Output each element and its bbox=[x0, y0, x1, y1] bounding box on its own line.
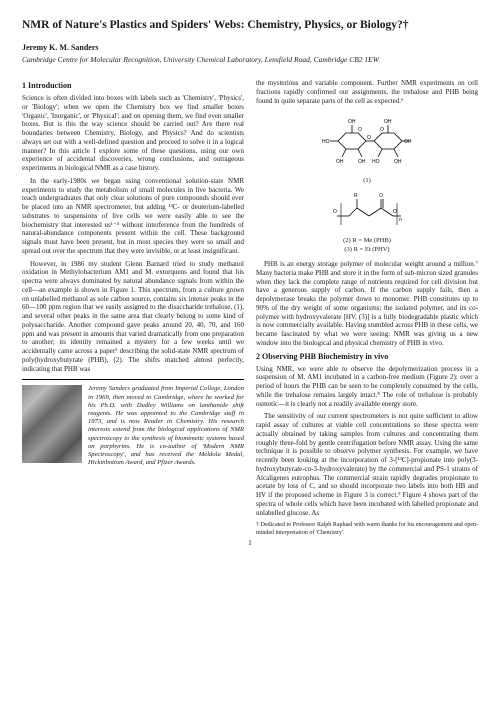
right-column: the mysterious and variable component. F… bbox=[256, 79, 478, 537]
intro-para-1: Science is often divided into boxes with… bbox=[22, 94, 244, 173]
article-title: NMR of Nature's Plastics and Spiders' We… bbox=[22, 18, 478, 33]
svg-text:O: O bbox=[393, 209, 397, 215]
author-bio-box: Jeremy Sanders graduated from Imperial C… bbox=[22, 379, 244, 467]
sec2-para-1: Using NMR, we were able to observe the d… bbox=[256, 365, 478, 409]
intro-para-3: However, in 1986 my student Glenn Barnar… bbox=[22, 260, 244, 374]
chemical-structure-2: R O O O n (2) R = Me (PHB) (3) R = Et (P… bbox=[256, 191, 478, 254]
svg-text:n: n bbox=[399, 217, 402, 223]
sec2-para-2: The sensitivity of our current spectrome… bbox=[256, 412, 478, 517]
author-bio-text: Jeremy Sanders graduated from Imperial C… bbox=[88, 385, 244, 467]
col2-continuation: the mysterious and variable component. F… bbox=[256, 79, 478, 105]
author-affiliation: Cambridge Centre for Molecular Recogniti… bbox=[22, 55, 478, 65]
chemical-structure-1: OH HO OH OH O OH OH HO OH O O (1) bbox=[256, 111, 478, 185]
page-number: 1 bbox=[22, 539, 478, 548]
structure-1-label: (1) bbox=[256, 177, 478, 185]
svg-text:OH: OH bbox=[348, 119, 356, 125]
left-column: 1 Introduction Science is often divided … bbox=[22, 79, 244, 537]
svg-text:O: O bbox=[379, 193, 383, 199]
intro-para-2: In the early-1980s we began using conven… bbox=[22, 177, 244, 256]
two-column-layout: 1 Introduction Science is often divided … bbox=[22, 79, 478, 537]
svg-text:OH: OH bbox=[336, 159, 344, 165]
svg-text:OH: OH bbox=[358, 159, 366, 165]
svg-text:O: O bbox=[358, 127, 362, 133]
svg-text:R: R bbox=[354, 193, 358, 199]
section-2-heading: 2 Observing PHB Biochemistry in vivo bbox=[256, 352, 478, 362]
svg-text:OH: OH bbox=[384, 119, 392, 125]
svg-text:HO: HO bbox=[322, 139, 330, 145]
svg-text:OH: OH bbox=[404, 139, 412, 145]
svg-text:O: O bbox=[380, 127, 384, 133]
structure-2-label: (2) R = Me (PHB) bbox=[256, 237, 478, 245]
phb-para: PHB is an energy storage polymer of mole… bbox=[256, 260, 478, 348]
author-photo bbox=[22, 385, 82, 463]
author-name: Jeremy K. M. Sanders bbox=[22, 43, 478, 53]
svg-text:O: O bbox=[367, 135, 371, 141]
footnote: † Dedicated to Professor Ralph Raphael w… bbox=[256, 522, 478, 537]
svg-text:HO: HO bbox=[372, 159, 380, 165]
svg-text:OH: OH bbox=[394, 159, 402, 165]
svg-text:O: O bbox=[333, 209, 337, 215]
structure-3-label: (3) R = Et (PHV) bbox=[256, 246, 478, 254]
section-1-heading: 1 Introduction bbox=[22, 81, 244, 91]
